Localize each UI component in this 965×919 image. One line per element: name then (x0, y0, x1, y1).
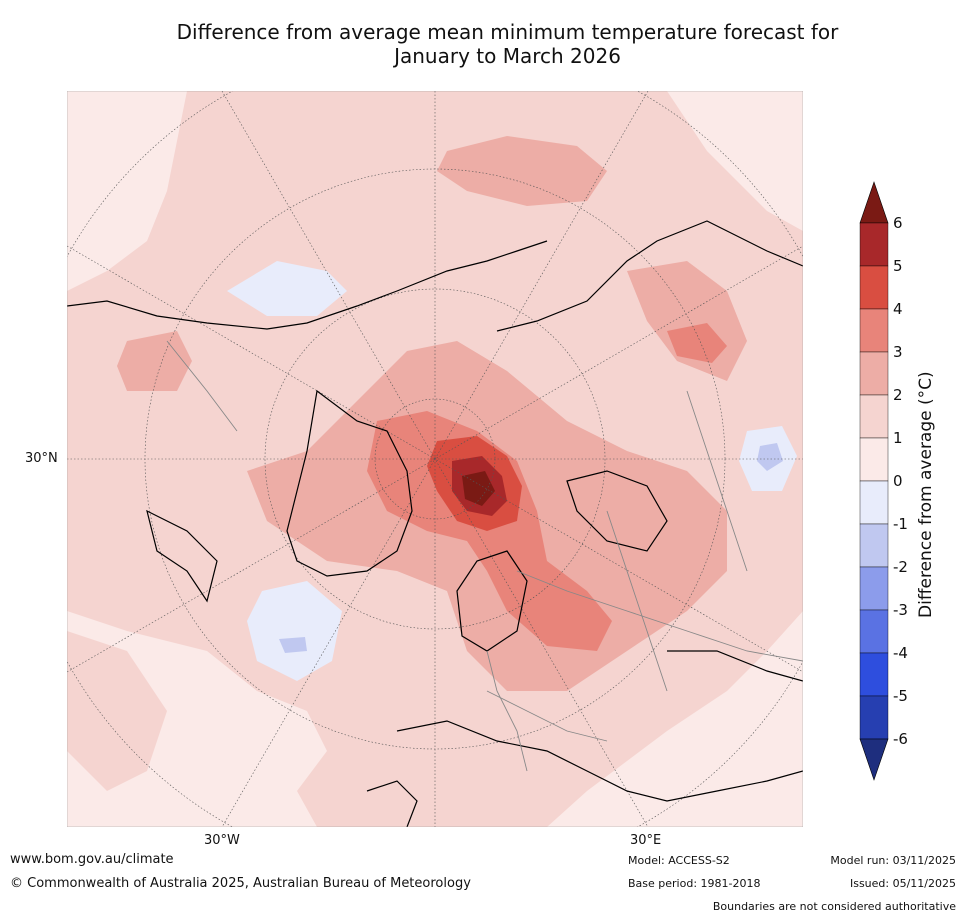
colorbar-segment (859, 652, 889, 697)
title-line-1: Difference from average mean minimum tem… (176, 20, 839, 44)
colorbar-segment (859, 394, 889, 439)
colorbar-extension-low (859, 738, 889, 781)
colorbar-tick-label: 6 (893, 214, 903, 232)
colorbar-segment (859, 523, 889, 568)
anomaly-region-level-2-west (67, 631, 167, 791)
colorbar-segment (859, 308, 889, 353)
colorbar-segment (859, 609, 889, 654)
anomaly-region-level-3-pacific (437, 136, 607, 206)
base-period: Base period: 1981-2018 (628, 877, 761, 890)
model-run-date: Model run: 03/11/2025 (830, 854, 956, 867)
colorbar-segment (859, 437, 889, 482)
colorbar-extension-high (859, 181, 889, 224)
anomaly-region-cool-central-asia-core (757, 443, 783, 471)
anomaly-region-level-above-6 (462, 471, 495, 506)
graticule (67, 91, 803, 827)
anomaly-map (67, 91, 803, 827)
lon-label-west: 30°W (204, 833, 240, 848)
website-link[interactable]: www.bom.gov.au/climate (10, 852, 174, 867)
country-borders (166, 340, 803, 772)
colorbar-segment (859, 566, 889, 611)
coastlines (67, 220, 803, 827)
anomaly-region-cool-north-atlantic (247, 581, 342, 681)
anomaly-region-level-4-east (667, 323, 727, 363)
chart-title: Difference from average mean minimum tem… (0, 20, 965, 68)
colorbar-tick-label: 4 (893, 300, 903, 318)
colorbar-tick-label: -3 (893, 601, 908, 619)
anomaly-region-level-3-canada (117, 331, 192, 391)
colorbar-tick-label: 0 (893, 472, 903, 490)
colorbar-tick-label: -1 (893, 515, 908, 533)
colorbar-segment (859, 351, 889, 396)
colorbar-segment (859, 265, 889, 310)
colorbar-tick-label: 2 (893, 386, 903, 404)
colorbar-segment (859, 695, 889, 740)
title-line-2: January to March 2026 (394, 44, 621, 68)
colorbar-tick-label: 1 (893, 429, 903, 447)
colorbar-segment (859, 222, 889, 267)
copyright-notice: © Commonwealth of Australia 2025, Austra… (10, 876, 471, 891)
colorbar (859, 181, 889, 781)
boundary-disclaimer: Boundaries are not considered authoritat… (712, 900, 956, 913)
colorbar-title: Difference from average (°C) (916, 371, 936, 618)
colorbar-tick-label: 3 (893, 343, 903, 361)
colorbar-segment (859, 480, 889, 525)
anomaly-region-cool-north-atlantic-core (279, 637, 307, 653)
colorbar-tick-label: -4 (893, 644, 908, 662)
colorbar-tick-label: -2 (893, 558, 908, 576)
lat-label: 30°N (25, 451, 58, 466)
anomaly-region-cool-north-pacific (227, 261, 347, 316)
colorbar-tick-label: 5 (893, 257, 903, 275)
colorbar-tick-label: -6 (893, 730, 908, 748)
issued-date: Issued: 05/11/2025 (849, 877, 956, 890)
colorbar-tick-label: -5 (893, 687, 908, 705)
model-name: Model: ACCESS-S2 (628, 854, 730, 867)
lon-label-east: 30°E (630, 833, 662, 848)
